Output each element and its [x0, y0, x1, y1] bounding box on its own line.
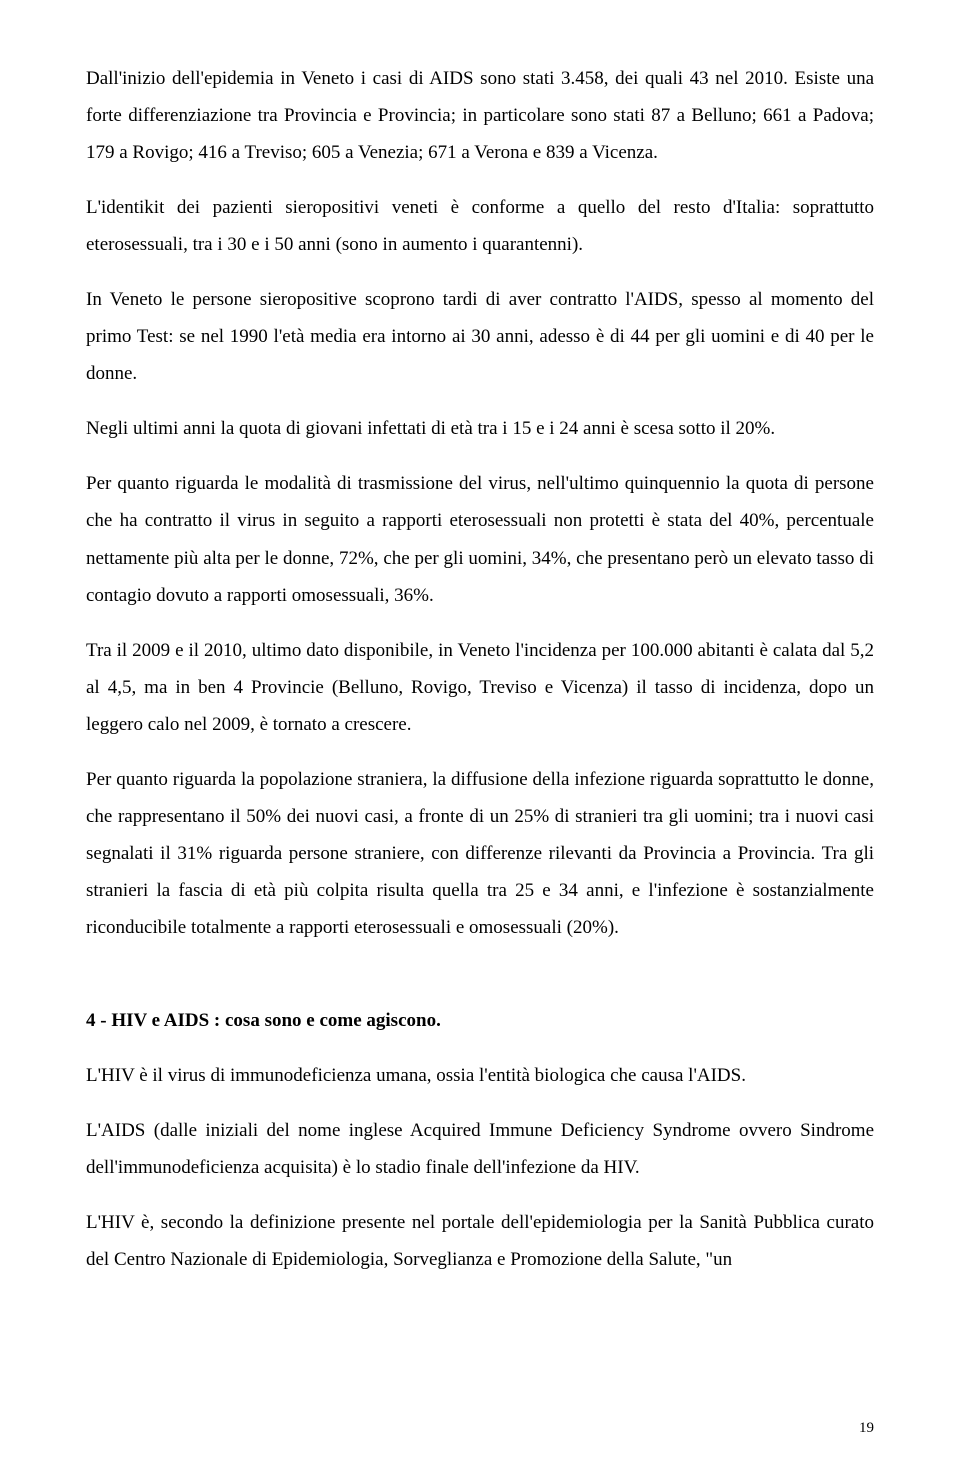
page-number: 19 [859, 1420, 874, 1437]
paragraph: L'HIV è il virus di immunodeficienza uma… [86, 1057, 874, 1094]
paragraph: L'identikit dei pazienti sieropositivi v… [86, 189, 874, 263]
spacer [86, 964, 874, 972]
paragraph: Negli ultimi anni la quota di giovani in… [86, 410, 874, 447]
document-page: Dall'inizio dell'epidemia in Veneto i ca… [0, 0, 960, 1465]
paragraph: Dall'inizio dell'epidemia in Veneto i ca… [86, 60, 874, 171]
paragraph: L'AIDS (dalle iniziali del nome inglese … [86, 1112, 874, 1186]
paragraph: Tra il 2009 e il 2010, ultimo dato dispo… [86, 632, 874, 743]
paragraph: L'HIV è, secondo la definizione presente… [86, 1204, 874, 1278]
paragraph: Per quanto riguarda le modalità di trasm… [86, 465, 874, 613]
paragraph: In Veneto le persone sieropositive scopr… [86, 281, 874, 392]
section-heading: 4 - HIV e AIDS : cosa sono e come agisco… [86, 1002, 874, 1039]
paragraph: Per quanto riguarda la popolazione stran… [86, 761, 874, 946]
